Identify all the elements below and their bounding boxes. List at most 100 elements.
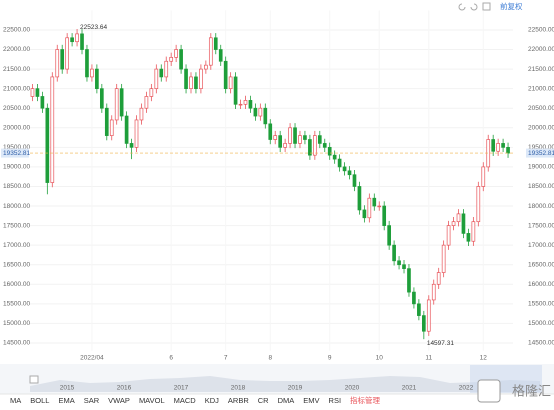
candle-body <box>50 76 55 183</box>
y-tick-label-right: 22000.00 <box>528 46 554 53</box>
adjust-toggle[interactable]: 前复权 <box>500 1 523 11</box>
candle-body <box>501 143 505 148</box>
logo: 格隆汇 <box>477 379 551 403</box>
candle-body <box>30 88 35 97</box>
indicator-button[interactable]: EMV <box>303 396 319 405</box>
last-price-box <box>1 148 29 158</box>
last-price-label-right: 19352.81 <box>528 150 554 157</box>
logo-text: 格隆汇 <box>512 383 551 398</box>
candle-body <box>377 205 382 208</box>
candle-body <box>35 88 40 97</box>
indicator-button[interactable]: KDJ <box>205 396 219 405</box>
y-tick-label: 20000.00 <box>3 124 30 131</box>
navigator-label: 2019 <box>288 385 303 392</box>
y-tick-label-right: 22500.00 <box>528 27 554 34</box>
x-tick-label: 10 <box>376 355 384 362</box>
candle-body <box>129 143 134 148</box>
toolbar-icons <box>458 2 491 11</box>
x-tick-label: 12 <box>480 355 488 362</box>
candle-body <box>65 37 69 70</box>
candle-body <box>288 127 292 144</box>
candle-body <box>466 233 471 242</box>
candle-body <box>75 33 79 43</box>
y-tick-label-right: 18500.00 <box>528 183 554 190</box>
candle-body <box>372 197 377 207</box>
x-tick-label: 6 <box>169 355 173 362</box>
y-tick-label-right: 17500.00 <box>528 222 554 229</box>
candle-body <box>337 158 342 168</box>
candle-body <box>253 107 258 117</box>
candle-body <box>134 119 139 148</box>
candle-body <box>402 264 406 269</box>
indicator-button[interactable]: MACD <box>174 396 197 405</box>
candle-body <box>451 221 456 226</box>
indicator-button[interactable]: BOLL <box>30 396 49 405</box>
navigator-label: 2021 <box>402 385 417 392</box>
candle-body <box>417 303 421 316</box>
candle-body <box>154 68 159 90</box>
candle-body <box>159 68 164 78</box>
candle-body <box>387 225 391 246</box>
indicator-button[interactable]: 指标管理 <box>350 395 380 405</box>
last-price-box-right <box>526 148 554 158</box>
candle-body <box>104 107 109 136</box>
candle-body <box>298 135 302 144</box>
candle-body <box>308 139 312 156</box>
indicator-button[interactable]: MA <box>10 396 21 405</box>
indicator-button[interactable]: SAR <box>84 396 100 405</box>
indicator-button[interactable]: ARBR <box>228 396 249 405</box>
candle-body <box>392 244 396 262</box>
candle-body <box>70 37 74 43</box>
y-tick-label-right: 15000.00 <box>528 320 554 327</box>
candle-body <box>456 213 461 223</box>
candle-body <box>303 135 307 140</box>
candle-body <box>367 197 372 219</box>
high-annotation: 22523.64 <box>80 24 107 31</box>
y-tick-label-right: 19000.00 <box>528 164 554 171</box>
candle-body <box>397 260 401 266</box>
candle-body <box>263 107 268 125</box>
candle-body <box>124 115 129 144</box>
candle-body <box>109 119 114 136</box>
navigator-handle[interactable] <box>29 375 39 384</box>
candle-body <box>471 221 476 242</box>
candle-body <box>446 225 451 246</box>
candle-body <box>441 244 446 273</box>
indicator-button[interactable]: EMA <box>58 396 74 405</box>
candle-body <box>476 186 481 223</box>
candle-body <box>164 60 169 78</box>
candle-body <box>436 272 441 285</box>
y-tick-label: 21000.00 <box>3 85 30 92</box>
navigator-label: 2015 <box>60 385 75 392</box>
candle-body <box>208 37 213 66</box>
candle-body <box>99 88 104 109</box>
candle-body <box>342 166 347 172</box>
navigator-label: 2017 <box>174 385 189 392</box>
indicator-button[interactable]: CR <box>258 396 269 405</box>
y-tick-label-right: 17000.00 <box>528 242 554 249</box>
candle-body <box>119 88 124 117</box>
candle-body <box>332 154 337 160</box>
candle-body <box>357 186 362 211</box>
candle-body <box>114 88 119 121</box>
x-tick-label: 2022/04 <box>80 355 104 362</box>
candle-body <box>347 170 352 176</box>
y-tick-label: 16000.00 <box>3 281 30 288</box>
candle-body <box>139 107 144 121</box>
candle-body <box>461 213 466 234</box>
candle-body <box>204 64 208 70</box>
indicator-button[interactable]: DMA <box>278 396 295 405</box>
x-tick-label: 11 <box>425 355 432 362</box>
indicator-button[interactable]: MAVOL <box>139 396 165 405</box>
candle-body <box>45 107 50 183</box>
indicator-button[interactable]: RSI <box>329 396 342 405</box>
y-tick-label: 15500.00 <box>3 301 30 308</box>
y-tick-label: 22000.00 <box>3 46 30 53</box>
last-price-label: 19352.81 <box>3 150 30 157</box>
indicator-button[interactable]: VWAP <box>108 396 130 405</box>
candle-body <box>238 103 243 106</box>
y-tick-label-right: 20000.00 <box>528 124 554 131</box>
y-tick-label: 19000.00 <box>3 164 30 171</box>
navigator-label: 2022 <box>459 385 474 392</box>
candle-body <box>283 143 287 148</box>
